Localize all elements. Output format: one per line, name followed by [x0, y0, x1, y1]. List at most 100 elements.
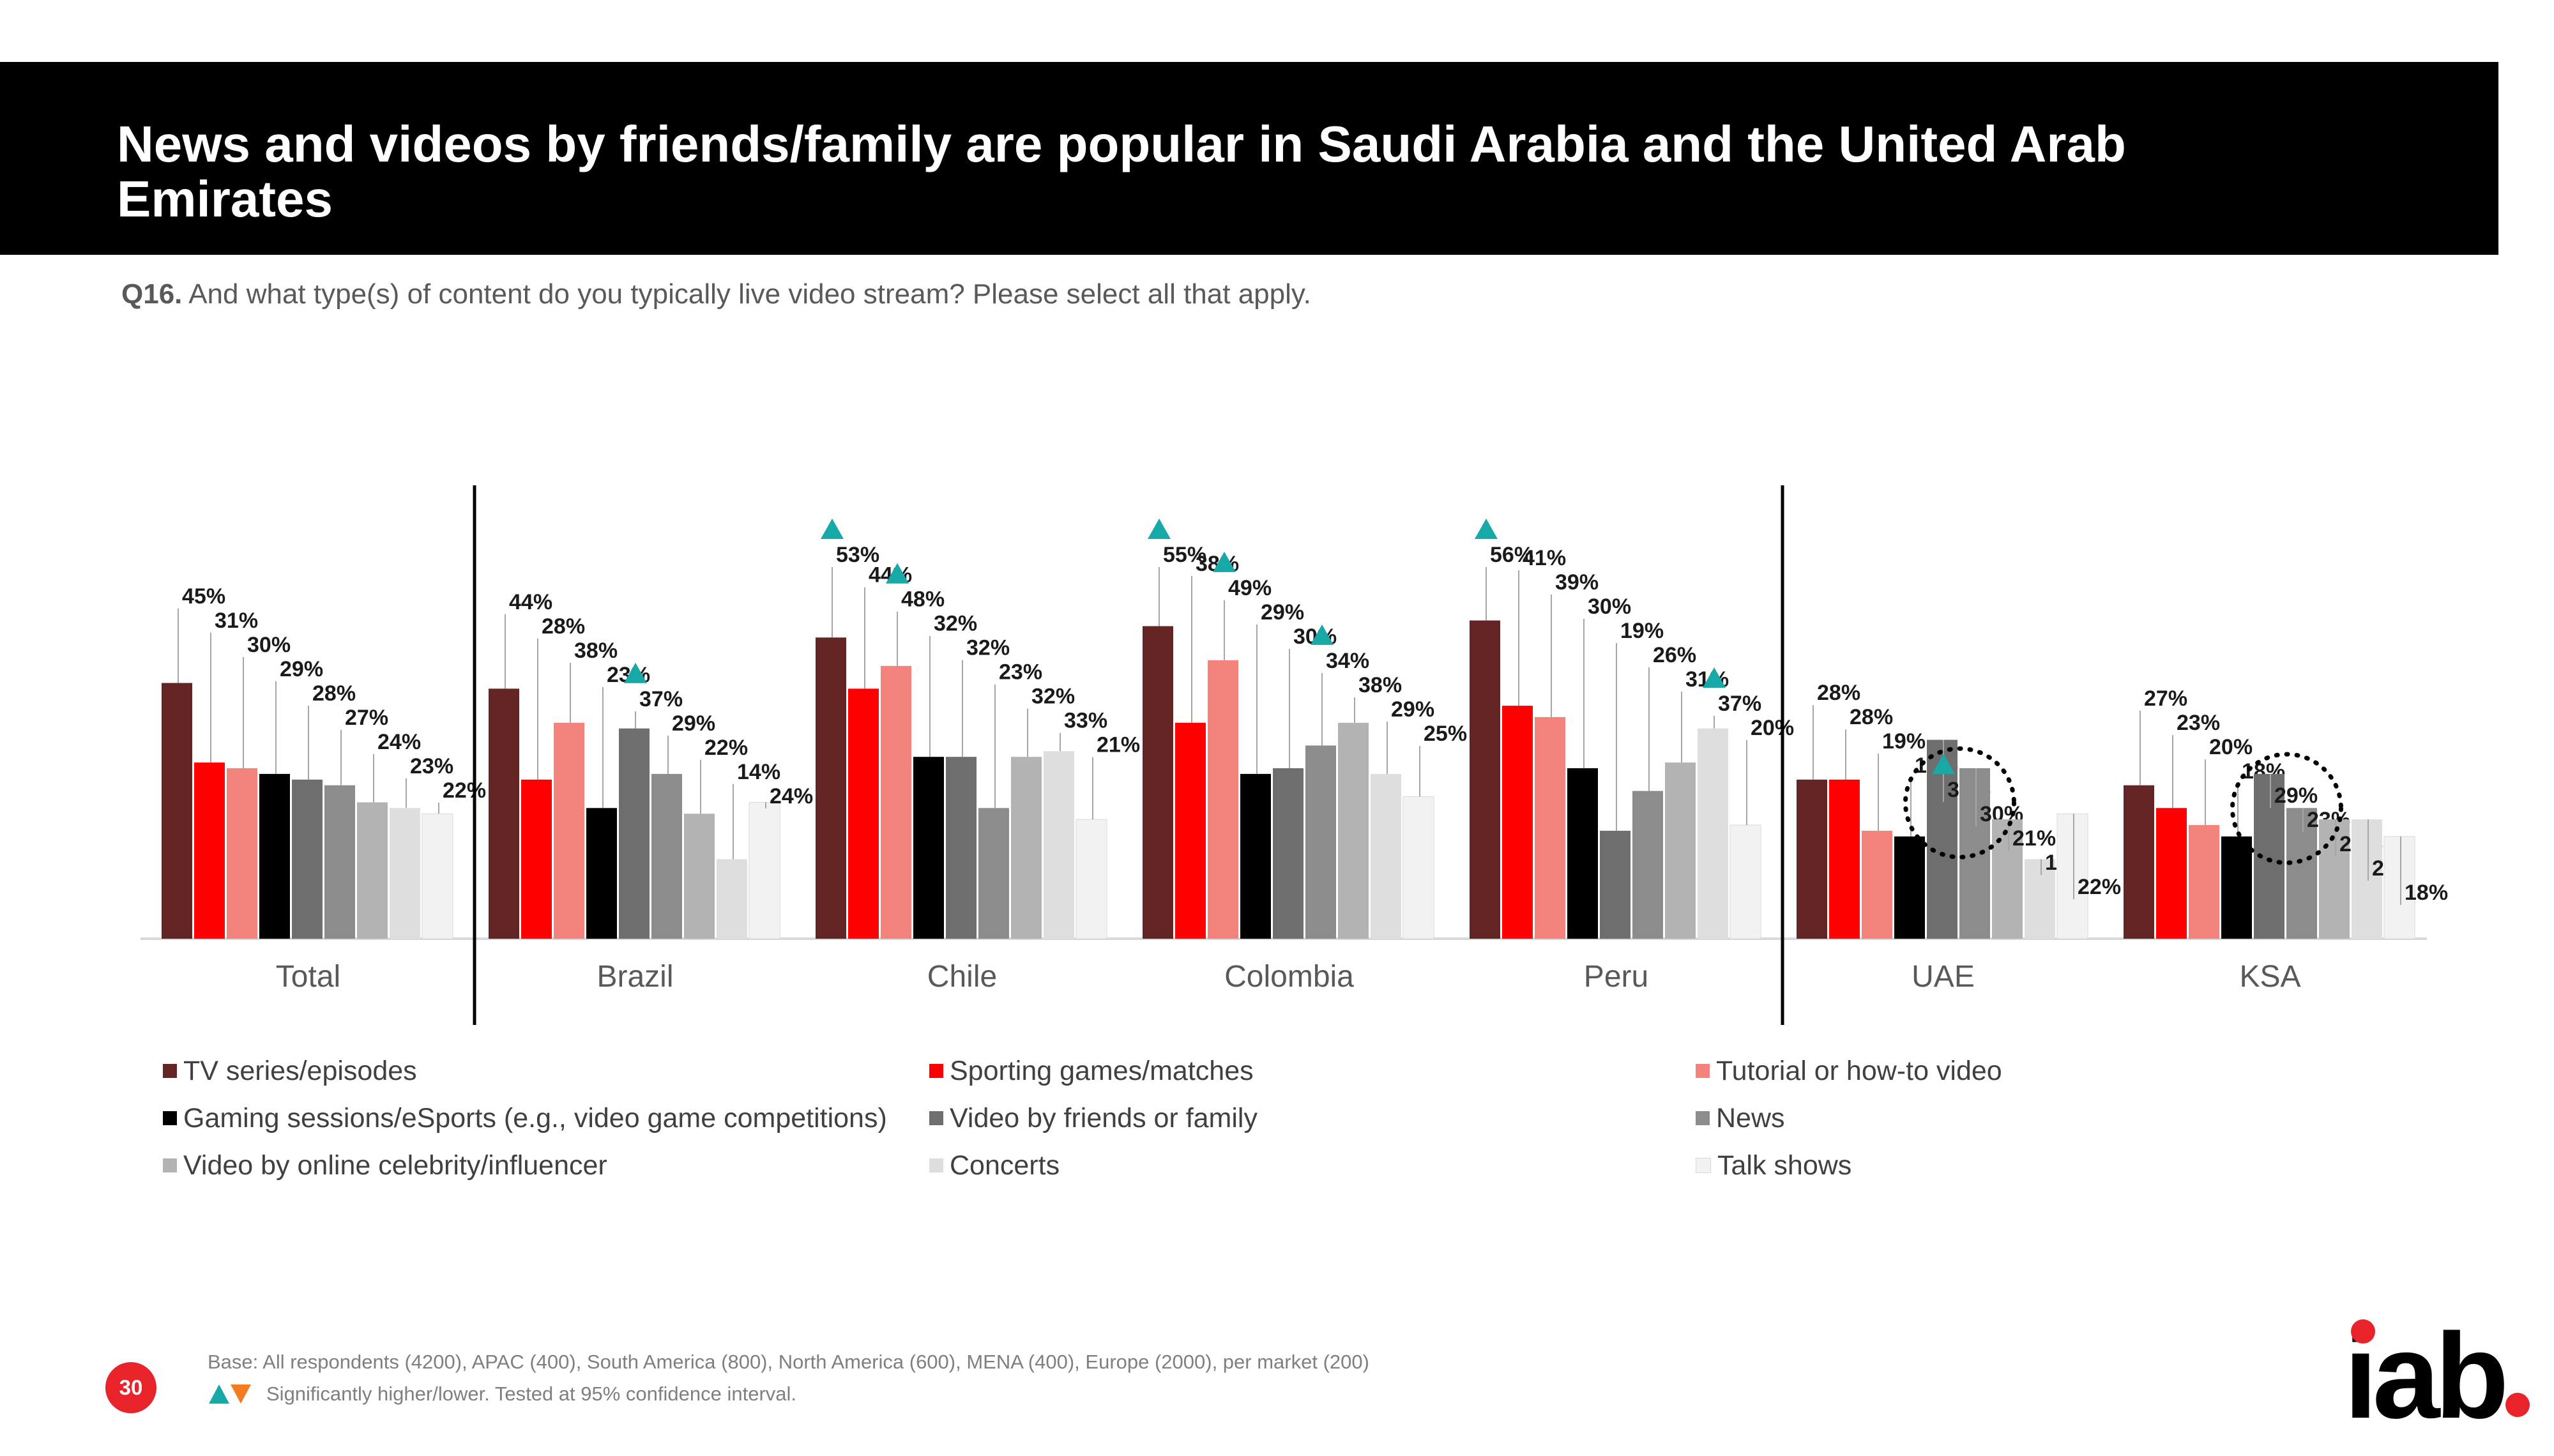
title-bar — [0, 62, 2498, 255]
significance-note-text: Significantly higher/lower. Tested at 95… — [266, 1383, 797, 1405]
legend-label: Concerts — [950, 1149, 1060, 1181]
data-label-peru-gaming-sessions-esports-e-g-video-game-competitions: 30% — [1588, 595, 1631, 619]
question-label: Q16. — [121, 278, 183, 310]
bar-brazil-tv-series-episodes — [489, 688, 519, 939]
iab-logo-dots — [2351, 1319, 2530, 1417]
question-text: And what type(s) of content do you typic… — [188, 278, 1311, 310]
bar-ksa-video-by-online-celebrity-influencer — [2319, 819, 2350, 939]
legend-item-concerts: Concerts — [929, 1142, 1696, 1189]
bar-peru-news — [1632, 791, 1663, 939]
bar-ksa-talk-shows — [2383, 836, 2415, 939]
data-label-ksa-sporting-games-matches: 23% — [2177, 711, 2220, 735]
data-label-total-sporting-games-matches: 31% — [215, 609, 258, 633]
data-label-total-video-by-friends-or-family: 28% — [312, 681, 356, 706]
bar-uae-gaming-sessions-esports-e-g-video-game-competitions — [1894, 836, 1925, 939]
significance-marker-7 — [1475, 519, 1498, 539]
legend-swatch — [1696, 1111, 1710, 1125]
data-label-total-gaming-sessions-esports-e-g-video-game-competitions: 29% — [280, 657, 323, 681]
bar-colombia-tutorial-or-how-to-video — [1208, 660, 1238, 939]
legend-label: Sporting games/matches — [950, 1055, 1254, 1086]
bar-chile-concerts — [1044, 751, 1074, 939]
bar-total-tutorial-or-how-to-video — [227, 768, 257, 939]
bar-colombia-video-by-online-celebrity-influencer — [1338, 722, 1369, 939]
legend-label: Gaming sessions/eSports (e.g., video gam… — [183, 1102, 887, 1134]
data-label-colombia-video-by-online-celebrity-influencer: 38% — [1358, 673, 1402, 697]
survey-question: Q16. And what type(s) of content do you … — [121, 278, 1311, 310]
bar-brazil-talk-shows — [749, 801, 780, 939]
bar-uae-tv-series-episodes — [1797, 779, 1827, 939]
data-label-brazil-tv-series-episodes: 44% — [509, 590, 552, 614]
data-label-ksa-video-by-friends-or-family: 29% — [2274, 784, 2318, 808]
data-label-brazil-news: 29% — [672, 711, 715, 736]
data-label-colombia-sporting-games-matches: 38% — [1196, 552, 1239, 576]
bar-total-gaming-sessions-esports-e-g-video-game-competitions — [259, 773, 290, 939]
bar-chile-video-by-friends-or-family — [946, 757, 977, 939]
bar-colombia-concerts — [1371, 773, 1401, 939]
bar-peru-sporting-games-matches — [1502, 706, 1533, 939]
bar-chile-gaming-sessions-esports-e-g-video-game-competitions — [913, 757, 944, 939]
data-label-chile-video-by-online-celebrity-influencer: 32% — [1031, 685, 1075, 709]
bar-brazil-news — [651, 773, 682, 939]
data-label-ksa-tutorial-or-how-to-video: 20% — [2209, 735, 2253, 759]
data-label-colombia-news: 34% — [1326, 649, 1369, 673]
legend-item-video-by-friends-or-family: Video by friends or family — [929, 1095, 1696, 1142]
category-label-peru: Peru — [1584, 960, 1648, 994]
data-label-chile-tv-series-episodes: 53% — [836, 543, 879, 567]
bar-ksa-tutorial-or-how-to-video — [2189, 825, 2219, 939]
base-note: Base: All respondents (4200), APAC (400)… — [208, 1351, 1369, 1373]
bar-total-video-by-online-celebrity-influencer — [357, 802, 388, 939]
bar-total-concerts — [390, 808, 420, 939]
legend-item-news: News — [1696, 1095, 2270, 1142]
significance-marker-6 — [1311, 624, 1334, 645]
legend-label: News — [1716, 1102, 1785, 1134]
category-label-total: Total — [276, 960, 340, 994]
legend-swatch — [163, 1158, 177, 1172]
significance-marker-5 — [1213, 551, 1236, 572]
bar-uae-talk-shows — [2056, 813, 2088, 939]
bar-colombia-talk-shows — [1402, 796, 1434, 939]
legend-label: Talk shows — [1717, 1149, 1852, 1181]
significance-marker-2 — [821, 519, 844, 539]
data-label-chile-gaming-sessions-esports-e-g-video-game-competitions: 32% — [934, 612, 977, 636]
legend-item-gaming-sessions-esports-e-g-video-game-competitions: Gaming sessions/eSports (e.g., video gam… — [163, 1095, 929, 1142]
data-label-uae-tv-series-episodes: 28% — [1817, 681, 1860, 705]
legend-item-talk-shows: Talk shows — [1696, 1142, 2270, 1189]
bar-brazil-tutorial-or-how-to-video — [554, 722, 584, 939]
bar-colombia-gaming-sessions-esports-e-g-video-game-competitions — [1240, 773, 1271, 939]
bar-ksa-sporting-games-matches — [2156, 808, 2187, 939]
highlight-circle-ksa — [2230, 752, 2343, 865]
legend-swatch — [1696, 1064, 1710, 1078]
bar-brazil-video-by-online-celebrity-influencer — [684, 814, 715, 939]
data-label-brazil-video-by-online-celebrity-influencer: 22% — [704, 736, 748, 760]
bar-total-talk-shows — [422, 813, 453, 939]
bar-ksa-gaming-sessions-esports-e-g-video-game-competitions — [2221, 836, 2252, 939]
data-label-uae-tutorial-or-how-to-video: 19% — [1882, 729, 1926, 754]
bar-uae-tutorial-or-how-to-video — [1862, 830, 1892, 939]
data-label-chile-talk-shows: 21% — [1097, 733, 1140, 757]
bar-peru-tv-series-episodes — [1470, 620, 1500, 939]
legend-swatch — [929, 1158, 943, 1172]
data-label-total-talk-shows: 22% — [443, 778, 486, 803]
bar-uae-news — [1959, 768, 1990, 939]
significance-marker-8 — [1703, 667, 1726, 688]
bar-peru-tutorial-or-how-to-video — [1535, 717, 1565, 939]
data-label-total-concerts: 23% — [410, 754, 453, 778]
data-label-total-tv-series-episodes: 45% — [182, 584, 225, 609]
bar-brazil-gaming-sessions-esports-e-g-video-game-competitions — [586, 808, 617, 939]
category-label-colombia: Colombia — [1224, 960, 1354, 994]
bar-chile-video-by-online-celebrity-influencer — [1011, 757, 1042, 939]
data-label-brazil-talk-shows: 24% — [770, 784, 813, 808]
legend-label: TV series/episodes — [183, 1055, 417, 1086]
bar-colombia-video-by-friends-or-family — [1273, 768, 1304, 939]
bar-uae-concerts — [2025, 859, 2055, 939]
significance-marker-9 — [1932, 754, 1955, 775]
data-label-peru-video-by-friends-or-family: 19% — [1620, 619, 1664, 643]
legend-swatch — [163, 1064, 177, 1078]
data-label-uae-talk-shows: 22% — [2078, 875, 2121, 899]
data-label-total-news: 27% — [345, 706, 388, 730]
bar-chile-news — [978, 808, 1009, 939]
data-label-peru-tv-series-episodes: 56% — [1490, 543, 1533, 567]
data-label-colombia-talk-shows: 25% — [1424, 722, 1467, 746]
bar-ksa-concerts — [2352, 819, 2382, 939]
chart-legend: TV series/episodes Sporting games/matches… — [163, 1047, 2270, 1194]
